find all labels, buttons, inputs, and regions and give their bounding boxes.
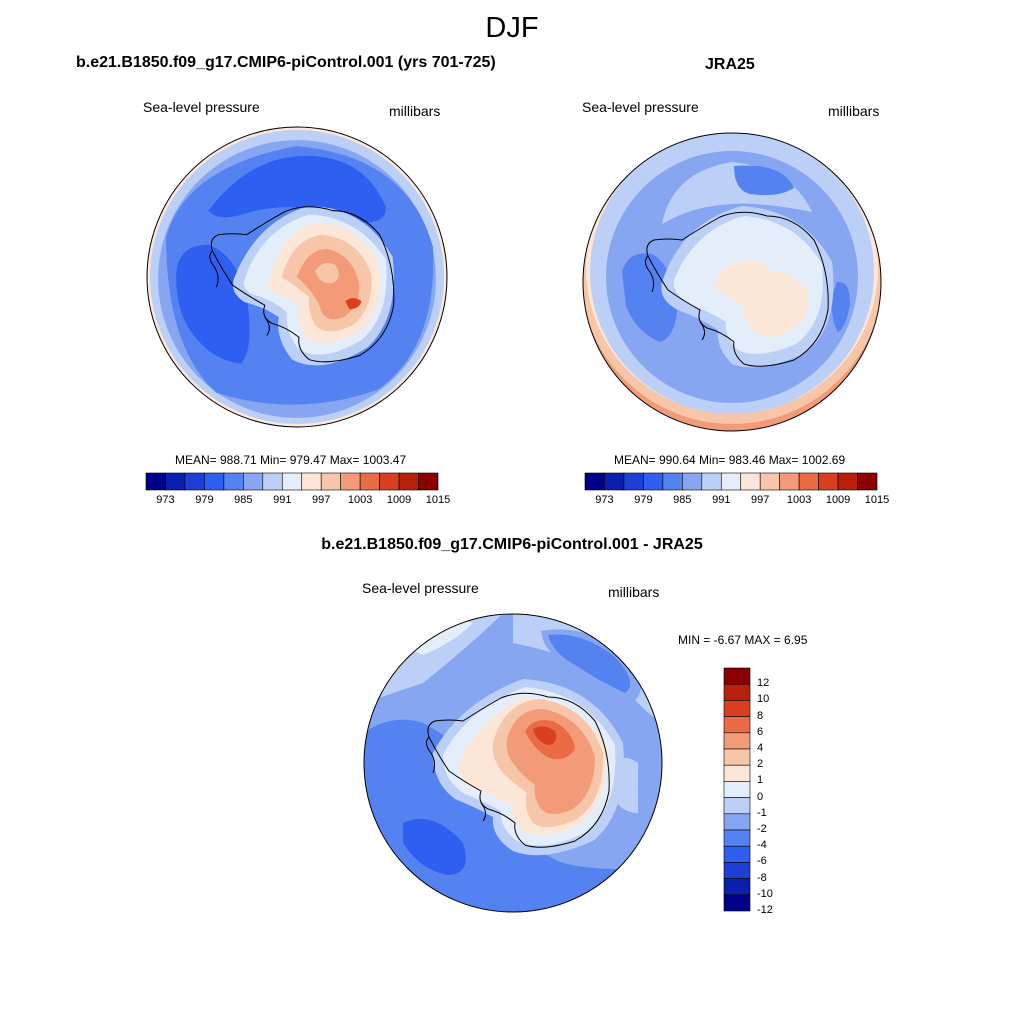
colorbar-tick-label: -4 (757, 839, 767, 852)
colorbar-swatch (701, 472, 722, 491)
colorbar-tick-label: -8 (757, 871, 767, 884)
colorbar-swatch (857, 472, 878, 491)
colorbar-swatch (320, 472, 341, 491)
colorbar-tick-label: 12 (757, 677, 770, 690)
model-variable-label: Sea-level pressure (143, 99, 260, 115)
colorbar-tick-label: 1009 (825, 494, 851, 506)
colorbar-swatch (723, 716, 751, 734)
colorbar-tick-label: 991 (273, 494, 292, 506)
colorbar-swatch (604, 472, 625, 491)
model-colorbar-labels: 973 979 985 991 997 1003 1009 1015 (146, 494, 450, 508)
colorbar-swatch (379, 472, 400, 491)
diff-polar-map (363, 613, 663, 913)
obs-units-label: millibars (828, 103, 880, 119)
colorbar-tick-label: 985 (673, 494, 692, 506)
colorbar-tick-label: -6 (757, 855, 767, 868)
diff-variable-label: Sea-level pressure (362, 580, 479, 596)
diff-panel-title: b.e21.B1850.f09_g17.CMIP6-piControl.001 … (321, 536, 703, 553)
colorbar-swatch (779, 472, 800, 491)
obs-polar-map (582, 132, 882, 432)
colorbar-tick-label: -1 (757, 806, 767, 819)
colorbar-swatch (723, 878, 751, 896)
colorbar-swatch (145, 472, 166, 491)
model-stats: MEAN= 988.71 Min= 979.47 Max= 1003.47 (175, 453, 407, 467)
colorbar-tick-label: 8 (757, 709, 764, 722)
colorbar-swatch (262, 472, 283, 491)
colorbar-swatch (340, 472, 361, 491)
colorbar-tick-label: 10 (757, 693, 770, 706)
colorbar-tick-label: 991 (712, 494, 731, 506)
obs-stats: MEAN= 990.64 Min= 983.46 Max= 1002.69 (614, 453, 846, 467)
colorbar-swatch (740, 472, 761, 491)
figure-title: DJF (485, 12, 539, 44)
colorbar-tick-label: 1 (757, 774, 764, 787)
colorbar-swatch (759, 472, 780, 491)
colorbar-swatch (723, 862, 751, 879)
model-colorbar (145, 472, 439, 491)
diff-units-label: millibars (608, 584, 660, 600)
colorbar-swatch (723, 813, 751, 831)
colorbar-swatch (720, 472, 742, 491)
colorbar-swatch (837, 472, 858, 491)
colorbar-swatch (301, 472, 322, 491)
colorbar-swatch (662, 472, 683, 491)
colorbar-tick-label: 6 (757, 725, 764, 738)
colorbar-tick-label: 4 (757, 742, 764, 754)
colorbar-tick-label: 1015 (864, 494, 890, 506)
colorbar-swatch (165, 472, 186, 491)
colorbar-swatch (723, 764, 751, 782)
colorbar-swatch (243, 472, 264, 491)
model-polar-map (146, 126, 448, 428)
colorbar-swatch (204, 472, 225, 491)
colorbar-tick-label: 979 (195, 494, 214, 506)
colorbar-tick-label: 2 (757, 758, 764, 771)
obs-panel-title: JRA25 (705, 56, 755, 73)
colorbar-tick-label: -10 (757, 887, 773, 900)
colorbar-swatch (723, 894, 751, 912)
colorbar-tick-label: 0 (757, 790, 764, 803)
colorbar-tick-label: -12 (757, 904, 773, 916)
colorbar-tick-label: 985 (234, 494, 253, 506)
colorbar-swatch (798, 472, 819, 491)
colorbar-swatch (723, 683, 751, 701)
diff-stats: MIN = -6.67 MAX = 6.95 (678, 633, 808, 647)
colorbar-tick-label: 1003 (786, 494, 812, 506)
colorbar-swatch (723, 829, 751, 847)
colorbar-tick-label: 973 (156, 494, 175, 506)
model-panel-title: b.e21.B1850.f09_g17.CMIP6-piControl.001 … (76, 54, 496, 71)
colorbar-swatch (184, 472, 205, 491)
colorbar-tick-label: -2 (757, 823, 767, 835)
diff-colorbar-labels: 12 10 8 6 4 2 1 0 -1 -2 -4 -6 -8 -10 -12 (757, 668, 797, 916)
colorbar-swatch (643, 472, 664, 491)
colorbar-tick-label: 1015 (425, 494, 451, 506)
colorbar-swatch (223, 472, 244, 491)
colorbar-tick-label: 1003 (347, 494, 373, 506)
colorbar-tick-label: 997 (751, 494, 770, 506)
colorbar-swatch (398, 472, 419, 491)
colorbar-tick-label: 997 (312, 494, 331, 506)
obs-colorbar-labels: 973 979 985 991 997 1003 1009 1015 (585, 494, 889, 508)
colorbar-swatch (723, 748, 751, 766)
colorbar-tick-label: 973 (595, 494, 614, 506)
colorbar-swatch (723, 732, 751, 750)
obs-colorbar (584, 472, 878, 491)
colorbar-tick-label: 1009 (386, 494, 412, 506)
colorbar-swatch (723, 845, 751, 863)
colorbar-swatch (723, 700, 751, 717)
colorbar-swatch (682, 472, 703, 491)
colorbar-swatch (723, 667, 751, 685)
diff-colorbar (723, 667, 751, 912)
colorbar-swatch (584, 472, 605, 491)
colorbar-swatch (418, 472, 439, 491)
colorbar-swatch (359, 472, 380, 491)
colorbar-swatch (818, 472, 839, 491)
model-units-label: millibars (389, 103, 441, 119)
colorbar-tick-label: 979 (634, 494, 653, 506)
colorbar-swatch (723, 781, 751, 798)
colorbar-swatch (623, 472, 644, 491)
obs-variable-label: Sea-level pressure (582, 99, 699, 115)
colorbar-swatch (281, 472, 303, 491)
colorbar-swatch (723, 797, 751, 815)
